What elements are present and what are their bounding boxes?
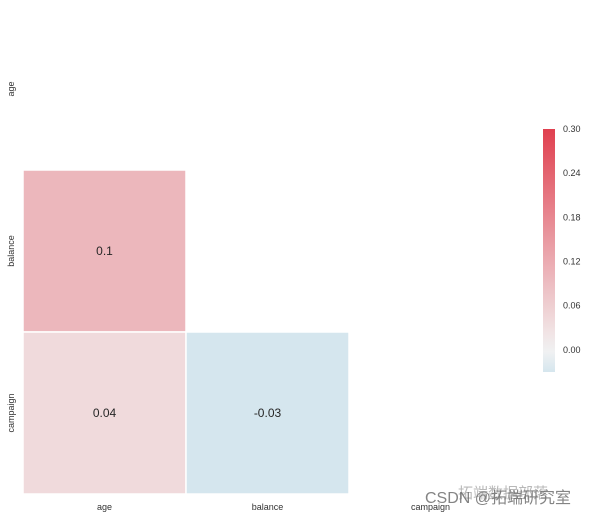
y-tick-labels: age balance campaign [6,81,16,432]
y-tick-campaign: campaign [6,393,16,432]
x-tick-labels: age balance campaign [97,502,450,512]
colorbar-tick: 0.24 [563,168,581,178]
x-tick-balance: balance [252,502,284,512]
heatmap-cells [22,169,350,495]
cell-annotations: 0.1 0.04 -0.03 [93,244,282,420]
colorbar-tick: 0.06 [563,301,581,311]
cell-annotation-campaign-age: 0.04 [93,406,117,420]
x-tick-campaign: campaign [411,502,450,512]
y-tick-balance: balance [6,235,16,267]
watermark-secondary: 拓端数据部落 [458,485,549,502]
colorbar-tick: 0.18 [563,212,581,222]
x-tick-age: age [97,502,112,512]
watermark: CSDN @拓端研究室 [425,490,572,507]
heatmap-cell-campaign-balance [185,331,350,495]
cell-annotation-balance-age: 0.1 [96,244,113,258]
colorbar-tick: 0.12 [563,257,581,267]
colorbar-tick: 0.00 [563,345,581,355]
colorbar-gradient [543,129,555,372]
heatmap-cell-campaign-age [22,331,187,495]
colorbar-tick: 0.30 [563,124,581,134]
colorbar: 0.00 0.06 0.12 0.18 0.24 0.30 [543,124,581,372]
y-tick-age: age [6,81,16,96]
heatmap-cell-balance-age [22,169,187,333]
cell-annotation-campaign-balance: -0.03 [254,406,282,420]
